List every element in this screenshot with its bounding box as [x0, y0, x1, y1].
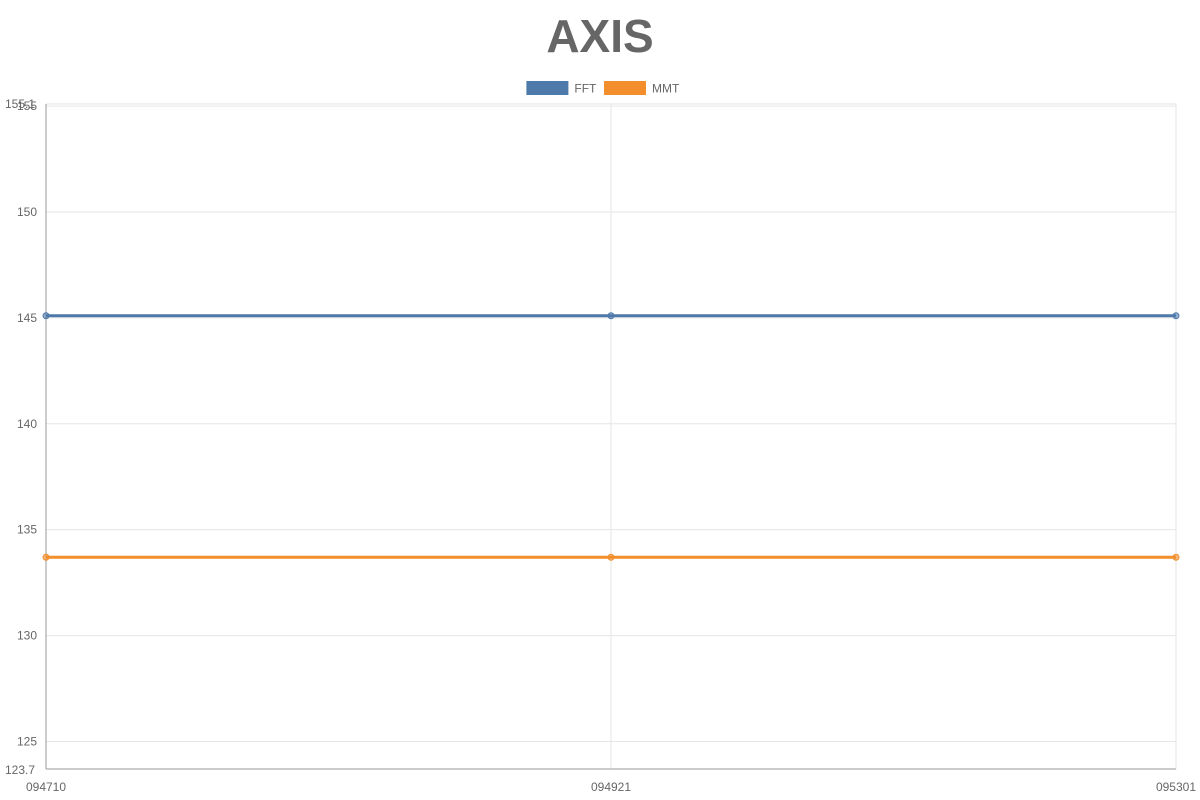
x-tick-label: 095301: [1156, 780, 1196, 794]
data-point-mmt[interactable]: [607, 553, 615, 561]
chart-title: AXIS: [546, 10, 654, 62]
data-point-fft[interactable]: [607, 312, 615, 320]
y-tick-label: 155: [17, 99, 37, 113]
data-point-fft[interactable]: [42, 312, 50, 320]
data-point-mmt[interactable]: [1172, 553, 1180, 561]
x-tick-label: 094921: [591, 780, 631, 794]
y-min-label: 123.7: [5, 763, 35, 777]
y-tick-label: 140: [17, 417, 37, 431]
y-tick-label: 150: [17, 205, 37, 219]
legend-label-fft[interactable]: FFT: [574, 82, 597, 96]
y-tick-label: 135: [17, 523, 37, 537]
data-point-fft[interactable]: [1172, 312, 1180, 320]
y-max-label: 155.1: [5, 97, 35, 111]
legend-swatch-mmt[interactable]: [604, 81, 646, 95]
legend-label-mmt[interactable]: MMT: [652, 82, 680, 96]
y-tick-label: 125: [17, 734, 37, 748]
y-tick-label: 145: [17, 311, 37, 325]
y-tick-label: 130: [17, 629, 37, 643]
x-tick-label: 094710: [26, 780, 66, 794]
legend-swatch-fft[interactable]: [526, 81, 569, 95]
data-point-mmt[interactable]: [42, 553, 50, 561]
